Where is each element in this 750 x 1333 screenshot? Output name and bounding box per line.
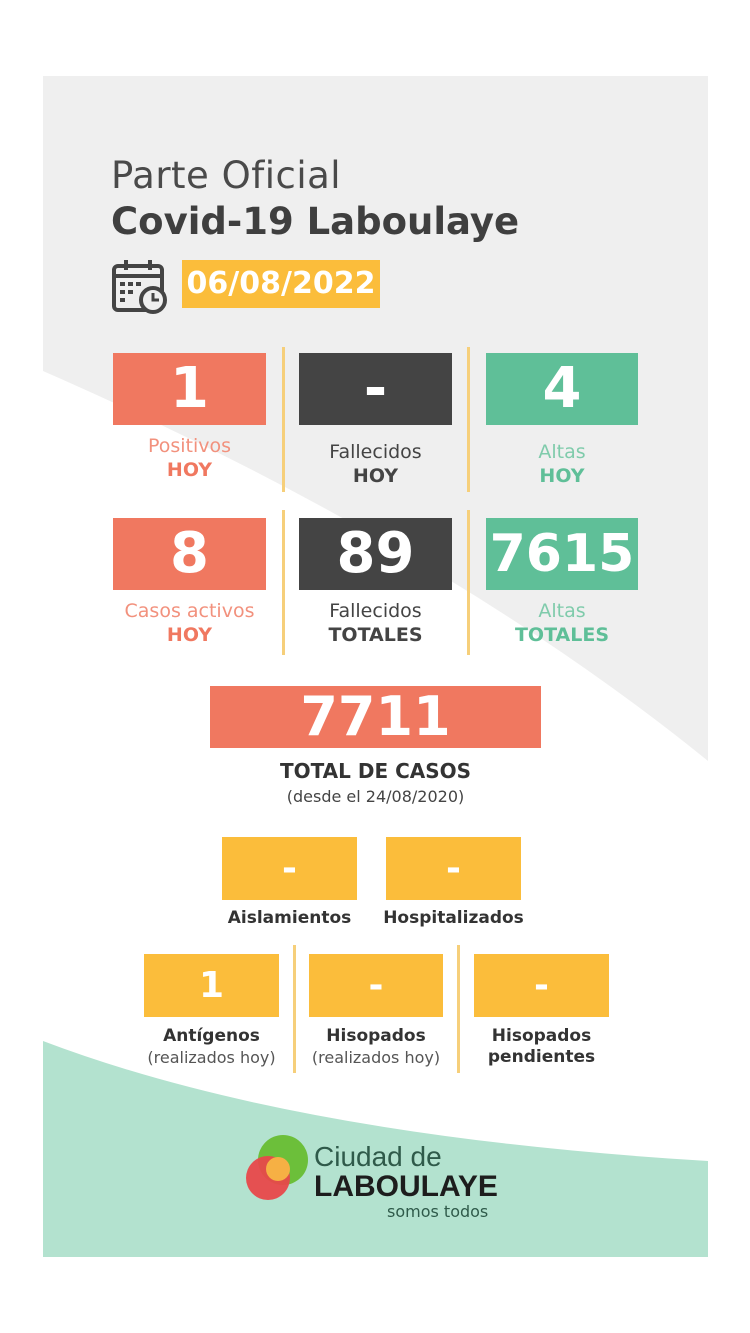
altas-hoy-label: Altas HOY	[538, 441, 586, 487]
antigenos-value: 1	[144, 954, 279, 1017]
total-casos-label: TOTAL DE CASOS	[279, 759, 472, 783]
infographic-card: Parte Oficial Covid-19 Laboulaye 06/08/2…	[43, 76, 708, 1257]
positivos-hoy-label: Positivos HOY	[147, 435, 232, 481]
divider	[467, 510, 470, 655]
hisopados-pendientes-label: Hisopados pendientes	[487, 1026, 596, 1067]
altas-totales-value: 7615	[486, 518, 638, 590]
divider	[282, 510, 285, 655]
calendar-clock-icon	[112, 260, 167, 314]
divider	[457, 945, 460, 1073]
total-casos-value: 7711	[210, 686, 541, 748]
divider	[293, 945, 296, 1073]
altas-totales-label: Altas TOTALES	[514, 600, 610, 646]
aislamientos-label: Aislamientos	[227, 908, 352, 928]
logo-text-ciudad: Ciudad de	[314, 1141, 442, 1172]
divider	[282, 347, 285, 492]
fallecidos-hoy-label: Fallecidos HOY	[329, 441, 422, 487]
logo-text-laboulaye: LABOULAYE	[314, 1170, 498, 1203]
positivos-hoy-value: 1	[113, 353, 266, 425]
antigenos-label: Antígenos (realizados hoy)	[147, 1026, 276, 1067]
casos-activos-label: Casos activos HOY	[124, 600, 255, 646]
report-date: 06/08/2022	[182, 260, 380, 308]
fallecidos-totales-label: Fallecidos TOTALES	[328, 600, 423, 646]
aislamientos-value: -	[222, 837, 357, 900]
casos-activos-value: 8	[113, 518, 266, 590]
total-casos-since: (desde el 24/08/2020)	[286, 787, 465, 806]
hospitalizados-label: Hospitalizados	[383, 908, 524, 928]
hisopados-pendientes-value: -	[474, 954, 609, 1017]
hisopados-label: Hisopados (realizados hoy)	[311, 1026, 441, 1067]
city-logo-icon	[246, 1135, 308, 1200]
hisopados-value: -	[309, 954, 443, 1017]
fallecidos-totales-value: 89	[299, 518, 452, 590]
hospitalizados-value: -	[386, 837, 521, 900]
altas-hoy-value: 4	[486, 353, 638, 425]
fallecidos-hoy-value: -	[299, 353, 452, 425]
background-shapes	[43, 76, 708, 1257]
logo-slogan: somos todos	[387, 1202, 489, 1221]
title-line1: Parte Oficial	[111, 154, 342, 197]
divider	[467, 347, 470, 492]
title-line2: Covid-19 Laboulaye	[111, 200, 520, 243]
